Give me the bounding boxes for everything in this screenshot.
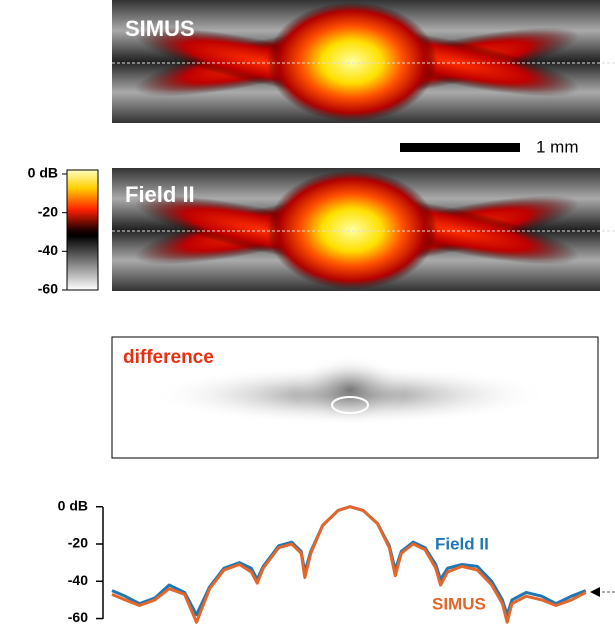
pointer-head (590, 587, 600, 597)
plot (111, 505, 587, 624)
series-line (111, 505, 587, 624)
panel-title: Field II (125, 182, 195, 207)
scale-bar (400, 143, 520, 152)
colorbar-tick-label: -60 (38, 281, 58, 297)
colorbar-tick-label: -20 (38, 203, 58, 219)
y-tick-label: -20 (68, 535, 88, 551)
series-label: SIMUS (432, 594, 486, 613)
colorbar-tick-label: -40 (38, 242, 58, 258)
difference-pattern (331, 396, 369, 414)
colorbar-tick-label: 0 dB (28, 165, 58, 181)
series-line (111, 505, 587, 617)
panel-title: difference (123, 347, 214, 368)
y-tick-label: 0 dB (58, 497, 88, 513)
panel-title: SIMUS (125, 16, 195, 41)
y-tick-label: -60 (68, 609, 88, 625)
y-tick-label: -40 (68, 572, 88, 588)
colorbar (66, 169, 99, 291)
series-label: Field II (435, 534, 489, 553)
scale-bar-label: 1 mm (536, 137, 579, 156)
difference-pattern (295, 355, 405, 425)
